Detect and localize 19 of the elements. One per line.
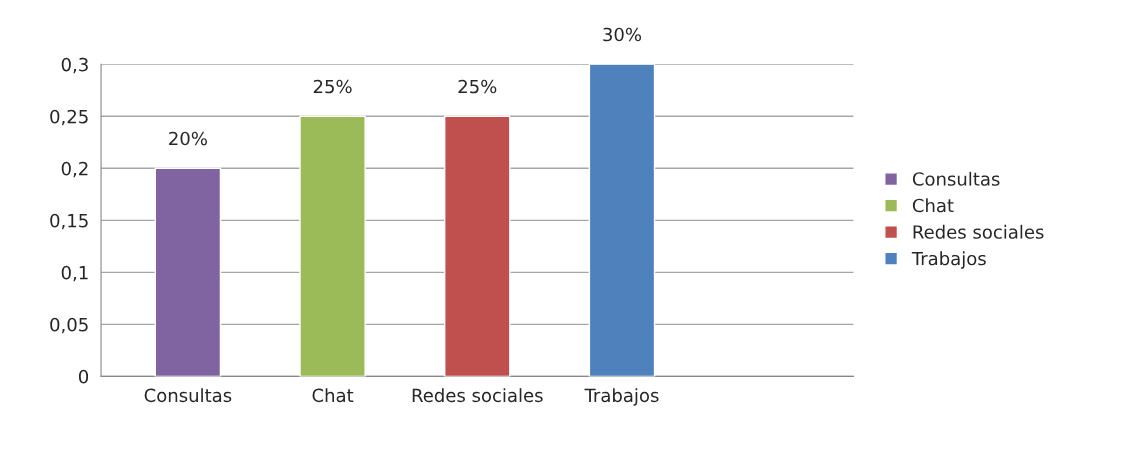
y-tick-label: 0,15	[50, 213, 88, 230]
y-tick-label: 0	[78, 369, 89, 384]
x-tick-label: Consultas	[144, 388, 232, 403]
legend-label: Trabajos	[911, 251, 986, 269]
x-tick-label: Chat	[312, 388, 354, 403]
y-tick-label: 0,05	[50, 317, 88, 334]
legend-label: Consultas	[912, 171, 1000, 186]
y-tick-label: 0,3	[61, 57, 88, 74]
data-label: 30%	[603, 27, 642, 42]
legend-label: Chat	[912, 198, 954, 213]
x-tick-label: Redes sociales	[412, 388, 543, 403]
data-label: 20%	[169, 131, 207, 146]
y-tick-label: 0,2	[61, 161, 88, 178]
data-label: 25%	[458, 79, 497, 94]
legend-label: Redes sociales	[913, 224, 1044, 239]
y-tick-label: 0,1	[61, 265, 88, 282]
data-label: 25%	[313, 79, 352, 94]
y-tick-label: 0,25	[50, 109, 88, 126]
x-tick-label: Trabajos	[584, 388, 659, 406]
